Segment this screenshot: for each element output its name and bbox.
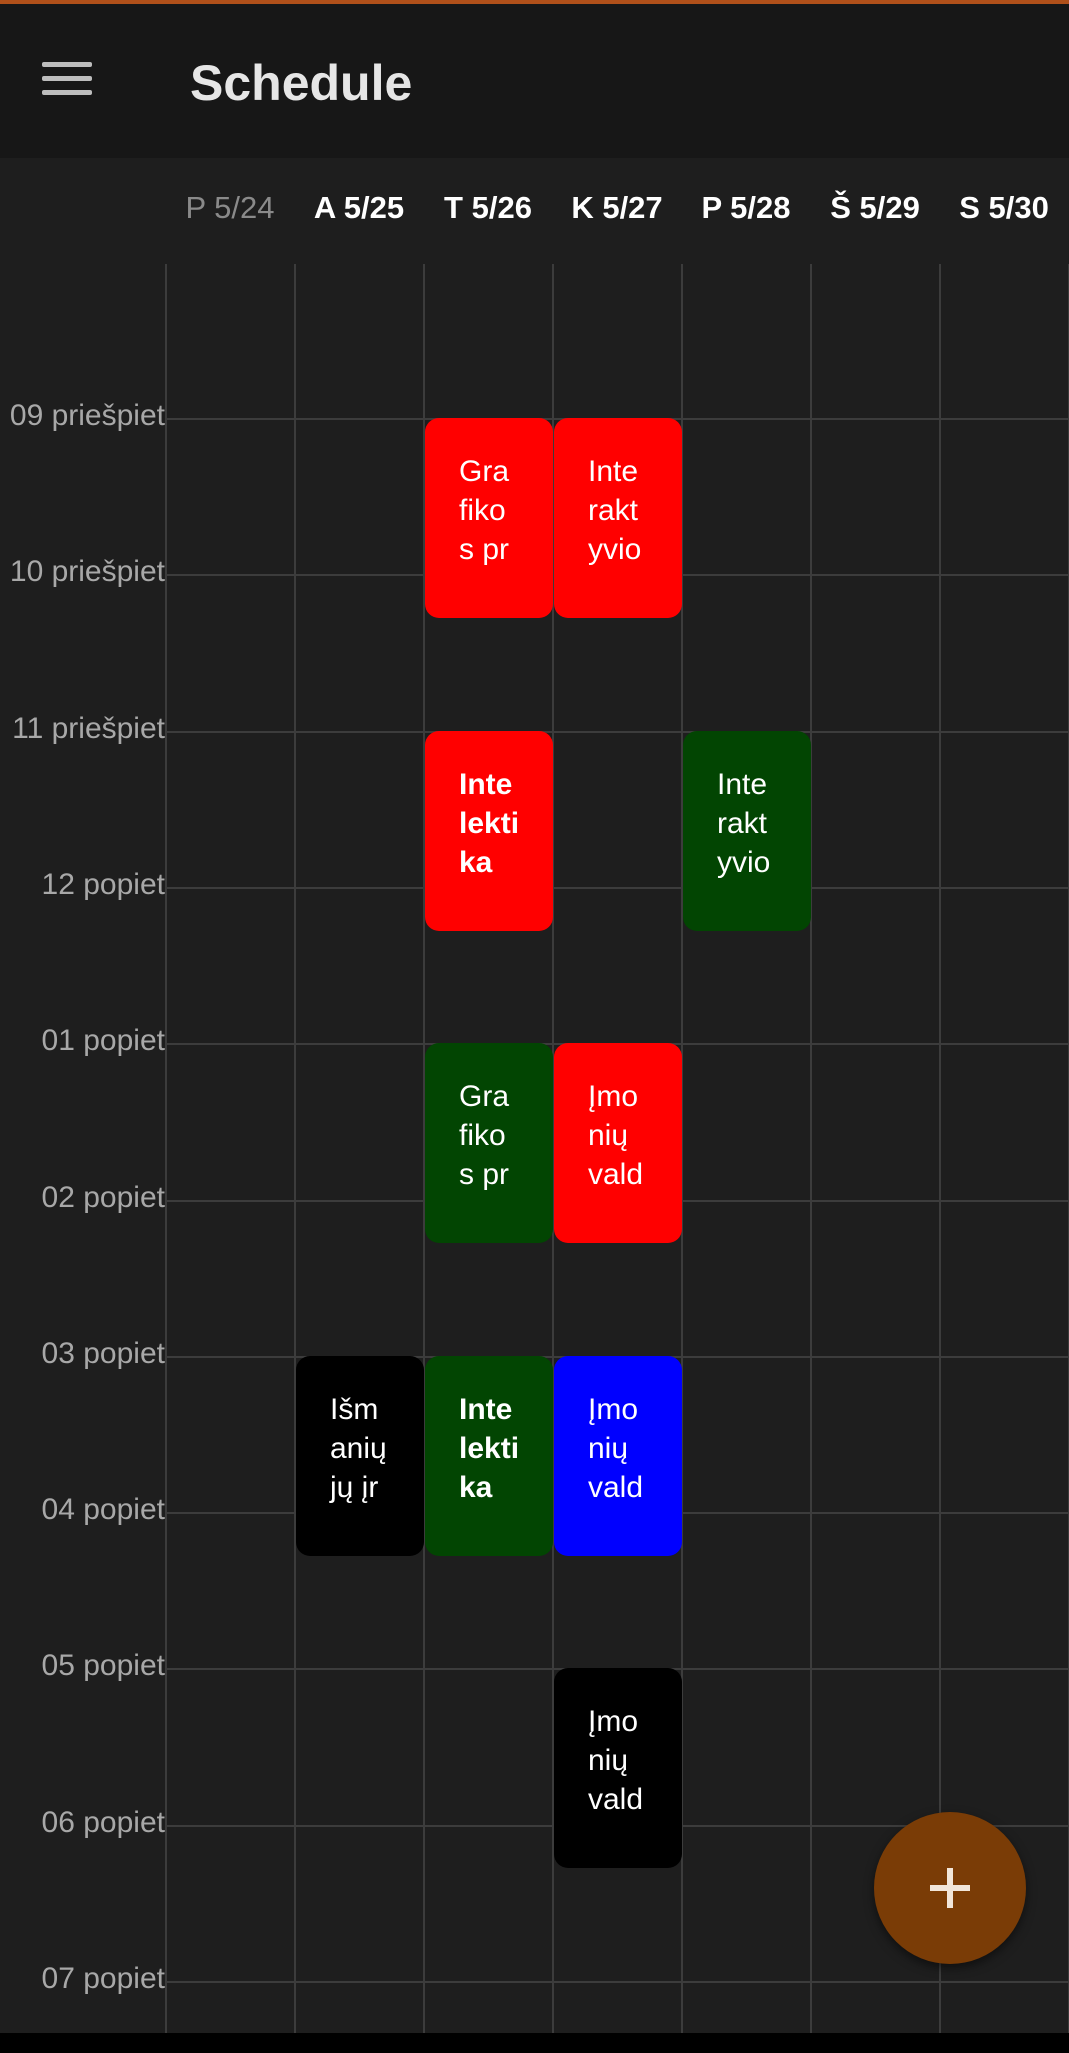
page-title: Schedule — [190, 55, 413, 111]
event-card[interactable]: Įmo nių vald — [554, 1668, 682, 1868]
time-label: 05 popiet — [41, 1649, 165, 1682]
navigation-bar — [0, 2033, 1069, 2053]
event-card[interactable]: Įmo nių vald — [554, 1043, 682, 1243]
grid-row-line — [166, 887, 1069, 889]
day-header-3[interactable]: K 5/27 — [571, 190, 663, 225]
day-header-0[interactable]: P 5/24 — [185, 190, 275, 225]
day-header-6[interactable]: S 5/30 — [959, 190, 1049, 225]
time-label: 07 popiet — [41, 1962, 165, 1995]
day-header-5[interactable]: Š 5/29 — [830, 190, 920, 225]
time-label: 12 popiet — [41, 868, 165, 901]
time-label: 02 popiet — [41, 1181, 165, 1214]
event-card[interactable]: Gra fiko s pr — [425, 1043, 553, 1243]
day-header-1[interactable]: A 5/25 — [313, 190, 405, 225]
grid-column-line — [810, 264, 812, 2034]
grid-row-line — [166, 1981, 1069, 1983]
time-label: 06 popiet — [41, 1806, 165, 1839]
time-label: 01 popiet — [41, 1024, 165, 1057]
grid-row-line — [166, 731, 1069, 733]
event-card[interactable]: Inte rakt yvio — [554, 418, 682, 618]
event-card[interactable]: Inte rakt yvio — [683, 731, 811, 931]
event-card[interactable]: Išm anių jų įr — [296, 1356, 424, 1556]
event-card[interactable]: Inte lekti ka — [425, 1356, 553, 1556]
event-card[interactable]: Įmo nių vald — [554, 1356, 682, 1556]
status-accent-line — [0, 0, 1069, 4]
add-event-button[interactable] — [874, 1812, 1026, 1964]
app-bar: Schedule — [0, 4, 1069, 158]
event-card[interactable]: Gra fiko s pr — [425, 418, 553, 618]
hamburger-menu-icon[interactable] — [40, 59, 96, 99]
time-label: 09 priešpiet — [9, 399, 165, 432]
time-label: 04 popiet — [41, 1493, 165, 1526]
grid-column-line — [939, 264, 941, 2034]
event-card[interactable]: Inte lekti ka — [425, 731, 553, 931]
grid-column-line — [165, 264, 167, 2034]
time-label: 11 priešpiet — [12, 712, 165, 745]
grid-column-line — [294, 264, 296, 2034]
day-header-2[interactable]: T 5/26 — [444, 190, 532, 225]
day-header-4[interactable]: P 5/28 — [701, 190, 791, 225]
time-label: 03 popiet — [41, 1337, 165, 1370]
day-header-row: P 5/24 A 5/25 T 5/26 K 5/27 P 5/28 Š 5/29 S 5/… — [0, 158, 1069, 266]
time-label: 10 priešpiet — [9, 555, 165, 588]
